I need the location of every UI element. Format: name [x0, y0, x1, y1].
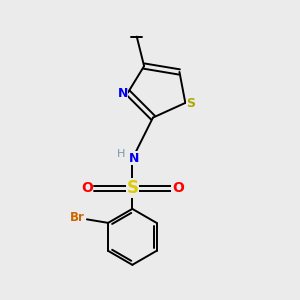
Text: H: H — [117, 149, 125, 159]
Text: O: O — [172, 181, 184, 195]
Text: S: S — [126, 179, 138, 197]
Text: O: O — [81, 181, 93, 195]
Text: S: S — [186, 97, 195, 110]
Text: Br: Br — [70, 212, 85, 224]
Text: N: N — [129, 152, 139, 165]
Text: N: N — [117, 87, 128, 100]
